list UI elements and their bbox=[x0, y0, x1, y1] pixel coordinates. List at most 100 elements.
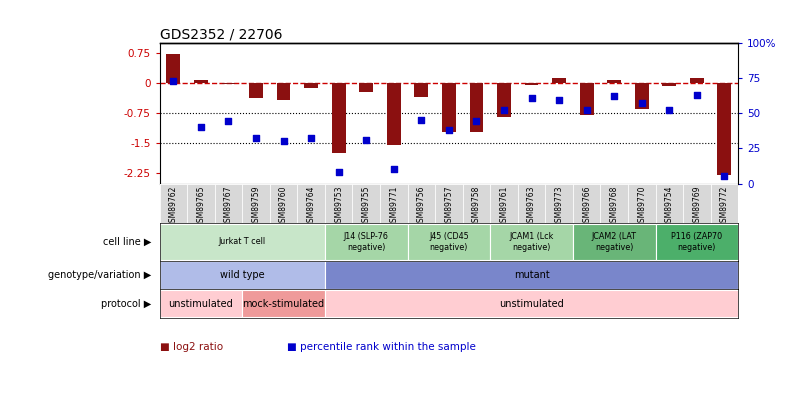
Bar bbox=[628, 183, 655, 223]
Text: JCAM1 (Lck
negative): JCAM1 (Lck negative) bbox=[509, 232, 554, 252]
Point bbox=[608, 93, 621, 99]
Text: GSM89772: GSM89772 bbox=[720, 185, 729, 227]
Text: GSM89760: GSM89760 bbox=[279, 185, 288, 227]
Text: GSM89763: GSM89763 bbox=[527, 185, 536, 227]
Bar bbox=[160, 290, 243, 318]
Text: unstimulated: unstimulated bbox=[168, 298, 233, 309]
Text: Jurkat T cell: Jurkat T cell bbox=[219, 237, 266, 246]
Text: J14 (SLP-76
negative): J14 (SLP-76 negative) bbox=[344, 232, 389, 252]
Point bbox=[250, 135, 263, 142]
Bar bbox=[518, 183, 545, 223]
Text: GSM89764: GSM89764 bbox=[306, 185, 316, 227]
Bar bbox=[332, 83, 346, 153]
Bar bbox=[545, 183, 573, 223]
Bar bbox=[188, 183, 215, 223]
Bar bbox=[662, 83, 676, 86]
Bar bbox=[277, 83, 290, 100]
Point bbox=[305, 135, 318, 142]
Text: unstimulated: unstimulated bbox=[500, 298, 564, 309]
Text: mock-stimulated: mock-stimulated bbox=[243, 298, 325, 309]
Text: GSM89757: GSM89757 bbox=[444, 185, 453, 227]
Bar bbox=[442, 83, 456, 132]
Text: GSM89773: GSM89773 bbox=[555, 185, 563, 227]
Text: ■ log2 ratio: ■ log2 ratio bbox=[160, 342, 223, 352]
Text: GSM89755: GSM89755 bbox=[361, 185, 371, 227]
Bar bbox=[380, 183, 408, 223]
Bar bbox=[270, 183, 298, 223]
Point bbox=[387, 166, 400, 173]
Text: J45 (CD45
negative): J45 (CD45 negative) bbox=[429, 232, 468, 252]
Bar bbox=[469, 83, 484, 132]
Bar bbox=[435, 183, 463, 223]
Bar bbox=[655, 183, 683, 223]
Point bbox=[663, 107, 676, 113]
Point bbox=[718, 173, 731, 180]
Bar bbox=[325, 224, 408, 260]
Point bbox=[690, 92, 703, 98]
Text: GSM89767: GSM89767 bbox=[224, 185, 233, 227]
Bar bbox=[683, 183, 710, 223]
Bar bbox=[215, 183, 243, 223]
Bar bbox=[552, 78, 566, 83]
Bar bbox=[607, 80, 621, 83]
Text: JCAM2 (LAT
negative): JCAM2 (LAT negative) bbox=[591, 232, 637, 252]
Text: GSM89754: GSM89754 bbox=[665, 185, 674, 227]
Bar bbox=[717, 83, 731, 175]
Text: GSM89758: GSM89758 bbox=[472, 185, 481, 227]
Text: GSM89768: GSM89768 bbox=[610, 185, 618, 227]
Point bbox=[635, 100, 648, 107]
Bar bbox=[325, 183, 353, 223]
Text: GSM89771: GSM89771 bbox=[389, 185, 398, 227]
Bar bbox=[408, 224, 490, 260]
Bar bbox=[249, 83, 263, 98]
Point bbox=[442, 127, 455, 133]
Point bbox=[222, 118, 235, 125]
Bar bbox=[490, 183, 518, 223]
Bar bbox=[635, 83, 649, 109]
Bar bbox=[325, 290, 738, 318]
Point bbox=[580, 107, 593, 113]
Point bbox=[167, 77, 180, 84]
Bar bbox=[497, 83, 511, 117]
Text: P116 (ZAP70
negative): P116 (ZAP70 negative) bbox=[671, 232, 722, 252]
Text: protocol ▶: protocol ▶ bbox=[101, 298, 152, 309]
Bar bbox=[408, 183, 435, 223]
Point bbox=[332, 169, 345, 175]
Bar bbox=[655, 224, 738, 260]
Bar bbox=[414, 83, 429, 97]
Bar bbox=[243, 183, 270, 223]
Text: GDS2352 / 22706: GDS2352 / 22706 bbox=[160, 28, 282, 41]
Text: cell line ▶: cell line ▶ bbox=[103, 237, 152, 247]
Text: genotype/variation ▶: genotype/variation ▶ bbox=[49, 270, 152, 280]
Bar bbox=[690, 78, 704, 83]
Text: GSM89762: GSM89762 bbox=[169, 185, 178, 227]
Point bbox=[470, 118, 483, 125]
Bar bbox=[573, 224, 655, 260]
Text: GSM89756: GSM89756 bbox=[417, 185, 426, 227]
Bar bbox=[353, 183, 380, 223]
Bar bbox=[359, 83, 373, 92]
Bar bbox=[490, 224, 573, 260]
Bar bbox=[298, 183, 325, 223]
Point bbox=[498, 107, 511, 113]
Bar bbox=[304, 83, 318, 88]
Text: GSM89761: GSM89761 bbox=[500, 185, 508, 227]
Bar bbox=[160, 183, 188, 223]
Text: mutant: mutant bbox=[514, 270, 549, 280]
Text: GSM89765: GSM89765 bbox=[196, 185, 205, 227]
Bar bbox=[243, 290, 325, 318]
Bar bbox=[167, 54, 180, 83]
Bar bbox=[325, 261, 738, 289]
Text: GSM89753: GSM89753 bbox=[334, 185, 343, 227]
Bar bbox=[160, 261, 325, 289]
Bar bbox=[710, 183, 738, 223]
Text: GSM89769: GSM89769 bbox=[693, 185, 701, 227]
Bar bbox=[194, 80, 207, 83]
Bar bbox=[579, 83, 594, 115]
Point bbox=[195, 124, 207, 130]
Point bbox=[360, 136, 373, 143]
Bar bbox=[573, 183, 600, 223]
Point bbox=[553, 97, 566, 104]
Bar bbox=[387, 83, 401, 145]
Point bbox=[525, 94, 538, 101]
